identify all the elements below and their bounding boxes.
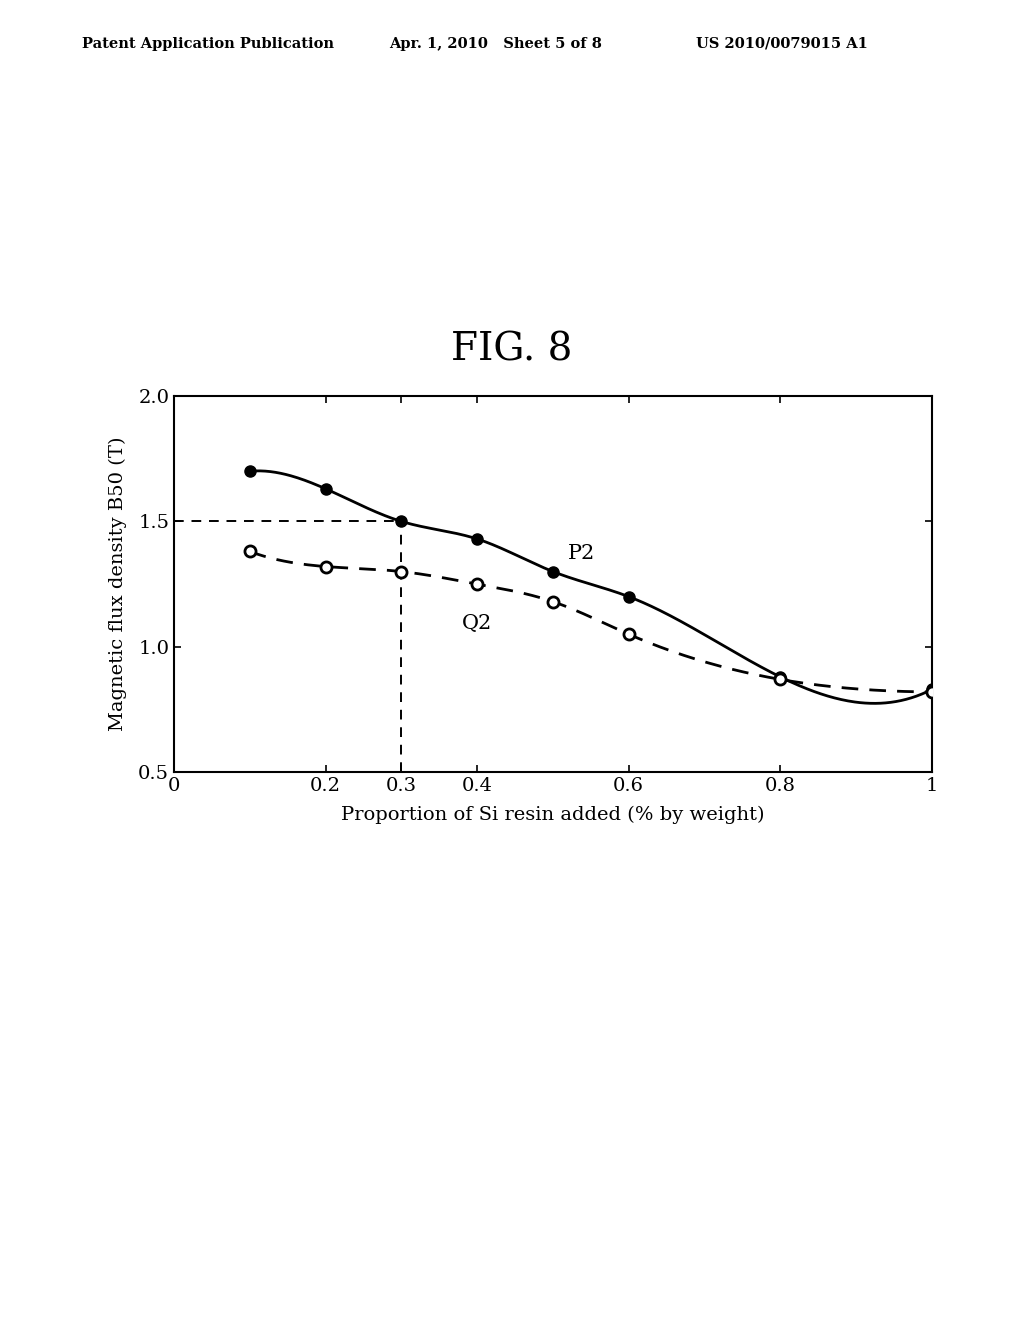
Text: FIG. 8: FIG. 8 <box>452 331 572 368</box>
Text: Apr. 1, 2010   Sheet 5 of 8: Apr. 1, 2010 Sheet 5 of 8 <box>389 37 602 51</box>
X-axis label: Proportion of Si resin added (% by weight): Proportion of Si resin added (% by weigh… <box>341 807 765 825</box>
Text: US 2010/0079015 A1: US 2010/0079015 A1 <box>696 37 868 51</box>
Y-axis label: Magnetic flux density B50 (T): Magnetic flux density B50 (T) <box>109 437 127 731</box>
Text: P2: P2 <box>568 544 595 564</box>
Text: Q2: Q2 <box>462 614 493 634</box>
Text: Patent Application Publication: Patent Application Publication <box>82 37 334 51</box>
